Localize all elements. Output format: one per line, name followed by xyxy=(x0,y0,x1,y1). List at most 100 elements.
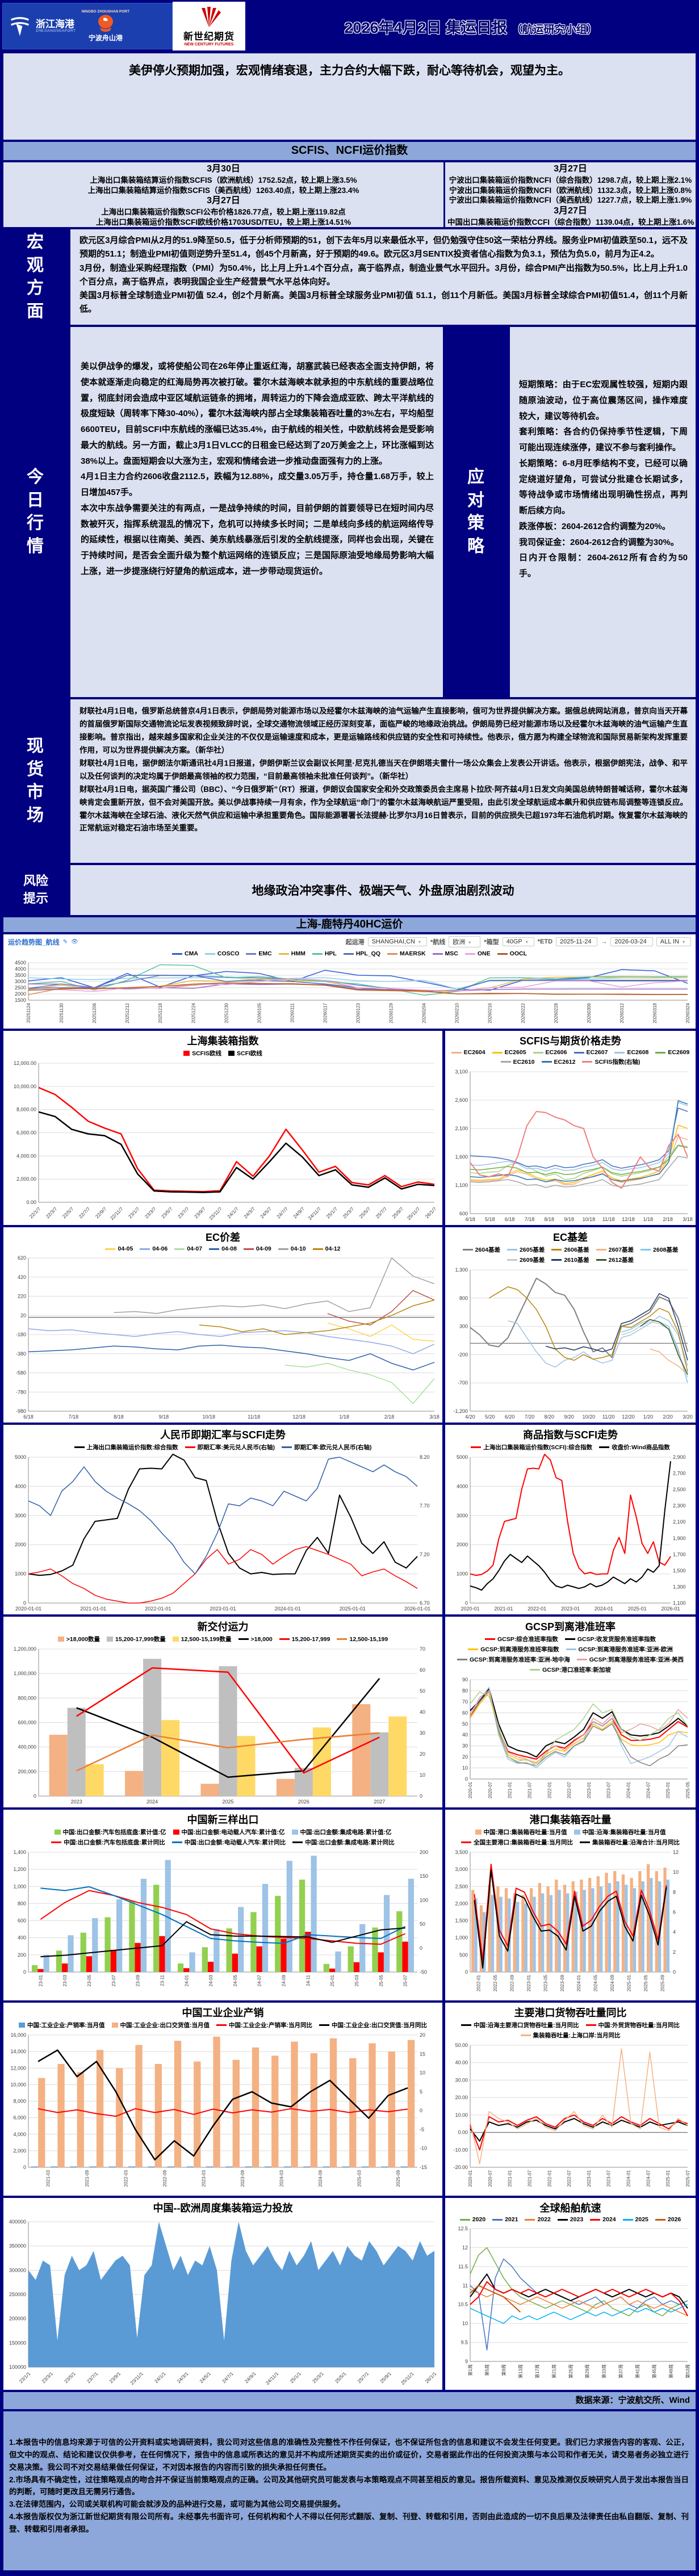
svg-text:-15: -15 xyxy=(420,2164,427,2170)
svg-text:2024: 2024 xyxy=(147,1799,158,1805)
svg-text:1,000: 1,000 xyxy=(13,1883,26,1889)
svg-text:24-09: 24-09 xyxy=(282,1974,287,1986)
svg-text:23-07: 23-07 xyxy=(111,1974,116,1986)
legend-item: 中国:出口金额:集成电路:累计值:亿 xyxy=(291,1828,392,1836)
svg-text:20251212: 20251212 xyxy=(125,1002,130,1023)
index-line: 上海出口集装箱结算运价指数SCFIS（欧洲航线）1752.52点，较上期上涨3.… xyxy=(90,175,357,184)
filter-value[interactable]: 40GP xyxy=(502,937,534,946)
svg-text:2021-07: 2021-07 xyxy=(527,2170,532,2187)
chart-row-7: 中国--欧洲周度集装箱运力投放 100000 150000 200000 250000 3… xyxy=(2,2197,697,2391)
filter-value[interactable]: 欧洲 xyxy=(449,936,481,947)
svg-text:1,100: 1,100 xyxy=(455,1182,468,1188)
chart-row-6: 中国工业企业产销 中国:工业企业:产销率:当月值 中国:工业企业:出口交货值:当月值… xyxy=(2,2002,697,2197)
svg-text:-1,200: -1,200 xyxy=(453,1408,468,1414)
svg-text:200000: 200000 xyxy=(9,2316,26,2322)
svg-text:3,500: 3,500 xyxy=(455,1849,468,1855)
svg-text:5000: 5000 xyxy=(15,1454,26,1460)
new-century-futures-logo: 新世纪期货 NEW CENTURY FUTURES xyxy=(173,2,245,51)
svg-text:2025-09: 2025-09 xyxy=(660,1974,665,1991)
legend-item: 2021 xyxy=(492,2216,518,2223)
svg-text:20260129: 20260129 xyxy=(389,1002,394,1023)
svg-text:23-03: 23-03 xyxy=(62,1974,68,1986)
svg-text:20251124: 20251124 xyxy=(26,1002,31,1023)
filter-value[interactable]: SHANGHAI,CN xyxy=(367,937,428,946)
legend-item: OOCL xyxy=(497,950,527,957)
svg-text:24/3/7: 24/3/7 xyxy=(242,1206,256,1219)
svg-text:16,000: 16,000 xyxy=(10,2032,26,2038)
svg-text:0.00: 0.00 xyxy=(26,1199,36,1205)
index-date: 3月27日 xyxy=(554,164,587,174)
svg-text:2022-03: 2022-03 xyxy=(123,2170,128,2187)
legend-item: 04-08 xyxy=(209,1245,237,1252)
svg-text:23/7/1: 23/7/1 xyxy=(86,2371,99,2384)
svg-text:2000: 2000 xyxy=(15,991,26,997)
svg-text:第17周: 第17周 xyxy=(534,2364,540,2378)
legend-item: 中国:沿海主要港口货物吞吐量:当月同比 xyxy=(461,2021,579,2029)
paragraph: 我司保证金：2604-2612合约调整为30%。 xyxy=(519,537,679,547)
gcsp-schedule-reliability-chart: GCSP到离港准班率 GCSP:综合准班率指数 GCSP:收发货服务准班率指数 GCS… xyxy=(444,1616,697,1809)
filter-label: *箱型 xyxy=(484,939,499,946)
legend-item: 中国:工业企业:出口交货值:当月值 xyxy=(111,2021,210,2029)
svg-text:第45周: 第45周 xyxy=(651,2364,657,2378)
svg-text:2023-09: 2023-09 xyxy=(560,1974,565,1991)
legend-item: 04-06 xyxy=(140,1245,168,1252)
svg-text:2022-05: 2022-05 xyxy=(493,1974,498,1991)
index-date: 3月27日 xyxy=(207,196,240,206)
svg-text:12,000.00: 12,000.00 xyxy=(14,1060,36,1066)
svg-text:10/18: 10/18 xyxy=(583,1216,596,1222)
svg-text:20251218: 20251218 xyxy=(158,1002,163,1023)
svg-text:2022-09: 2022-09 xyxy=(162,2170,168,2187)
spot-section: 现货市场 财联社4月1日电，俄罗斯总统普京4月1日表示，伊朗局势对能源市场以及经… xyxy=(2,698,697,864)
svg-text:2000: 2000 xyxy=(15,1542,26,1547)
svg-text:25/11/7: 25/11/7 xyxy=(406,1206,421,1221)
ningbo-zhoushan-cn: 宁波舟山港 xyxy=(88,34,123,42)
svg-text:600: 600 xyxy=(18,1918,26,1924)
svg-text:20: 20 xyxy=(20,1312,26,1318)
svg-text:2,700: 2,700 xyxy=(673,1471,686,1476)
svg-text:2023-07: 2023-07 xyxy=(606,1781,612,1798)
svg-text:25-01: 25-01 xyxy=(330,1974,335,1986)
svg-text:2022-07: 2022-07 xyxy=(567,1781,572,1798)
svg-text:1500: 1500 xyxy=(15,997,26,1003)
svg-text:2022-01-01: 2022-01-01 xyxy=(145,1606,171,1612)
chart-row-4: 新交付运力 >18,000数量 15,200-17,999数量 12,500-15,1… xyxy=(2,1616,697,1809)
legend-item: 12,500-15,199数量 xyxy=(172,1635,232,1643)
svg-text:2021-01: 2021-01 xyxy=(508,1781,513,1798)
svg-text:2024-01: 2024-01 xyxy=(576,1974,581,1991)
edit-icon[interactable]: ✎ xyxy=(62,938,68,945)
chart-title: 人民币即期汇率与SCFI走势 xyxy=(160,1429,286,1441)
svg-text:23/11/1: 23/11/1 xyxy=(129,2371,144,2386)
today-label: 今日行情 xyxy=(2,326,69,698)
svg-text:2500: 2500 xyxy=(15,985,26,991)
eye-icon[interactable]: 👁 xyxy=(71,938,78,945)
svg-text:1,500: 1,500 xyxy=(455,1918,468,1924)
chart-title: EC基差 xyxy=(552,1232,588,1243)
svg-text:60: 60 xyxy=(420,1667,425,1673)
svg-text:2,500: 2,500 xyxy=(673,1487,686,1492)
svg-text:9/20: 9/20 xyxy=(564,1414,574,1420)
svg-text:24/7/7: 24/7/7 xyxy=(275,1206,289,1219)
svg-text:20251130: 20251130 xyxy=(59,1002,64,1023)
svg-text:2024-09: 2024-09 xyxy=(610,1974,615,1991)
svg-text:22/1/7: 22/1/7 xyxy=(28,1206,42,1219)
china-industrial-sales-chart: 中国工业企业产销 中国:工业企业:产销率:当月值 中国:工业企业:出口交货值:当月值… xyxy=(2,2002,444,2197)
svg-text:20260111: 20260111 xyxy=(290,1002,295,1022)
svg-text:2/18: 2/18 xyxy=(384,1414,395,1420)
svg-text:1,000,000: 1,000,000 xyxy=(14,1671,36,1676)
filter-value[interactable]: 2025-11-24 xyxy=(556,937,598,946)
svg-text:7/18: 7/18 xyxy=(69,1414,79,1420)
svg-text:23/3/7: 23/3/7 xyxy=(144,1206,157,1219)
svg-text:1,400: 1,400 xyxy=(13,1849,26,1855)
strategy-label: 应对策略 xyxy=(444,326,509,698)
svg-text:26/1/1: 26/1/1 xyxy=(424,2371,438,2384)
filter-value[interactable]: 2026-03-24 xyxy=(610,937,653,946)
rotterdam-section-header: 上海-鹿特丹40HC运价 xyxy=(2,916,697,933)
legend-item: 中国:港口:集装箱吞吐量:当月值 xyxy=(475,1828,567,1836)
svg-text:0: 0 xyxy=(23,1600,26,1606)
svg-text:24-01: 24-01 xyxy=(184,1974,189,1986)
svg-text:5000: 5000 xyxy=(457,1454,468,1460)
svg-text:70: 70 xyxy=(462,1699,468,1705)
svg-text:25/3/1: 25/3/1 xyxy=(311,2371,325,2384)
chart-row-5: 中国新三样出口 中国:出口金额:汽车包括底盘:累计值:亿 中国:出口金额:电动载人汽… xyxy=(2,1809,697,2002)
filter-value[interactable]: ALL IN xyxy=(656,937,691,946)
